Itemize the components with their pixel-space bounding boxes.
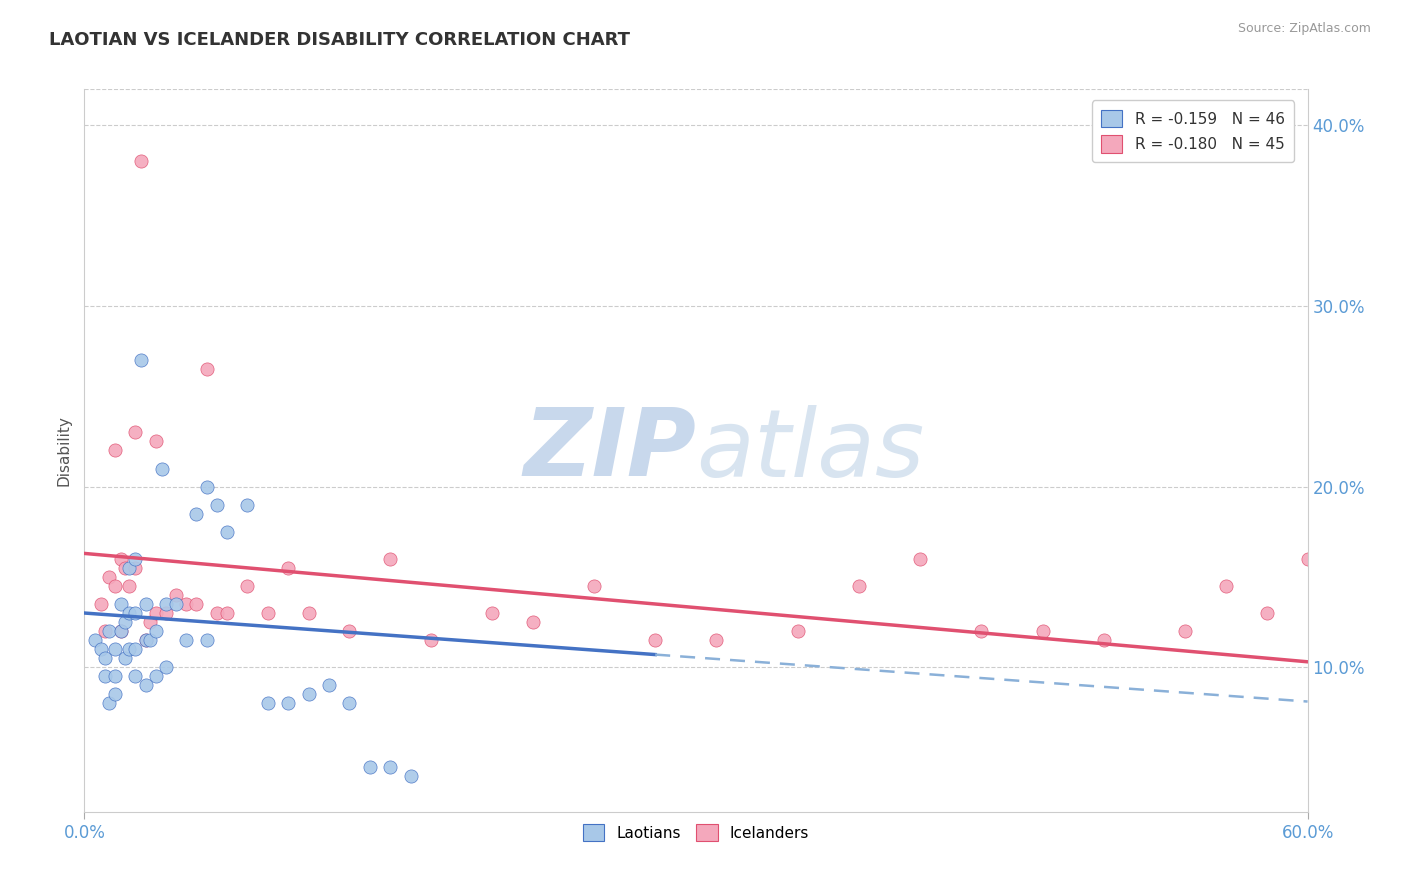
Point <box>145 434 167 449</box>
Point <box>104 443 127 458</box>
Point <box>277 561 299 575</box>
Point <box>135 633 157 648</box>
Point <box>174 597 197 611</box>
Point <box>97 570 120 584</box>
Point <box>93 669 115 683</box>
Point <box>104 579 127 593</box>
Point <box>145 624 167 639</box>
Point <box>420 633 443 648</box>
Point <box>195 633 218 648</box>
Point <box>110 624 132 639</box>
Point <box>787 624 810 639</box>
Point <box>706 633 728 648</box>
Point <box>318 678 340 692</box>
Point <box>83 633 105 648</box>
Point <box>165 597 187 611</box>
Point <box>135 597 157 611</box>
Point <box>90 642 112 657</box>
Point <box>114 615 136 629</box>
Point <box>339 624 361 639</box>
Point <box>481 606 503 620</box>
Point <box>138 633 160 648</box>
Text: LAOTIAN VS ICELANDER DISABILITY CORRELATION CHART: LAOTIAN VS ICELANDER DISABILITY CORRELAT… <box>49 31 630 49</box>
Point <box>124 425 146 440</box>
Point <box>93 624 115 639</box>
Point <box>97 624 120 639</box>
Point <box>124 606 146 620</box>
Point <box>145 606 167 620</box>
Point <box>186 507 208 521</box>
Point <box>644 633 666 648</box>
Point <box>359 759 381 773</box>
Point <box>118 579 141 593</box>
Point <box>380 551 402 566</box>
Point <box>174 633 197 648</box>
Point <box>195 362 218 376</box>
Text: Source: ZipAtlas.com: Source: ZipAtlas.com <box>1237 22 1371 36</box>
Text: ZIP: ZIP <box>523 404 696 497</box>
Point <box>110 551 132 566</box>
Point <box>217 524 239 539</box>
Point <box>155 660 177 674</box>
Legend: Laotians, Icelanders: Laotians, Icelanders <box>576 818 815 847</box>
Point <box>118 561 141 575</box>
Point <box>135 633 157 648</box>
Point <box>910 551 932 566</box>
Point <box>124 561 146 575</box>
Point <box>1215 579 1237 593</box>
Point <box>257 696 280 710</box>
Y-axis label: Disability: Disability <box>56 415 72 486</box>
Point <box>90 597 112 611</box>
Point <box>277 696 299 710</box>
Point <box>165 588 187 602</box>
Point <box>186 597 208 611</box>
Point <box>97 696 120 710</box>
Point <box>104 687 127 701</box>
Point <box>380 759 402 773</box>
Point <box>145 669 167 683</box>
Text: atlas: atlas <box>696 405 924 496</box>
Point <box>257 606 280 620</box>
Point <box>155 597 177 611</box>
Point <box>135 678 157 692</box>
Point <box>298 687 321 701</box>
Point <box>138 615 160 629</box>
Point <box>195 480 218 494</box>
Point <box>124 669 146 683</box>
Point <box>131 353 153 368</box>
Point <box>93 651 115 665</box>
Point <box>118 606 141 620</box>
Point <box>155 606 177 620</box>
Point <box>150 461 173 475</box>
Point <box>1032 624 1054 639</box>
Point <box>124 551 146 566</box>
Point <box>1092 633 1115 648</box>
Point <box>110 624 132 639</box>
Point <box>118 642 141 657</box>
Point <box>970 624 993 639</box>
Point <box>1256 606 1278 620</box>
Point <box>236 579 259 593</box>
Point <box>1174 624 1197 639</box>
Point <box>114 561 136 575</box>
Point <box>298 606 321 620</box>
Point <box>217 606 239 620</box>
Point <box>399 769 422 783</box>
Point <box>522 615 544 629</box>
Point <box>1296 551 1319 566</box>
Point <box>114 651 136 665</box>
Point <box>131 154 153 169</box>
Point <box>124 642 146 657</box>
Point <box>236 498 259 512</box>
Point <box>205 498 228 512</box>
Point <box>104 642 127 657</box>
Point <box>104 669 127 683</box>
Point <box>110 597 132 611</box>
Point <box>205 606 228 620</box>
Point <box>583 579 606 593</box>
Point <box>848 579 870 593</box>
Point <box>339 696 361 710</box>
